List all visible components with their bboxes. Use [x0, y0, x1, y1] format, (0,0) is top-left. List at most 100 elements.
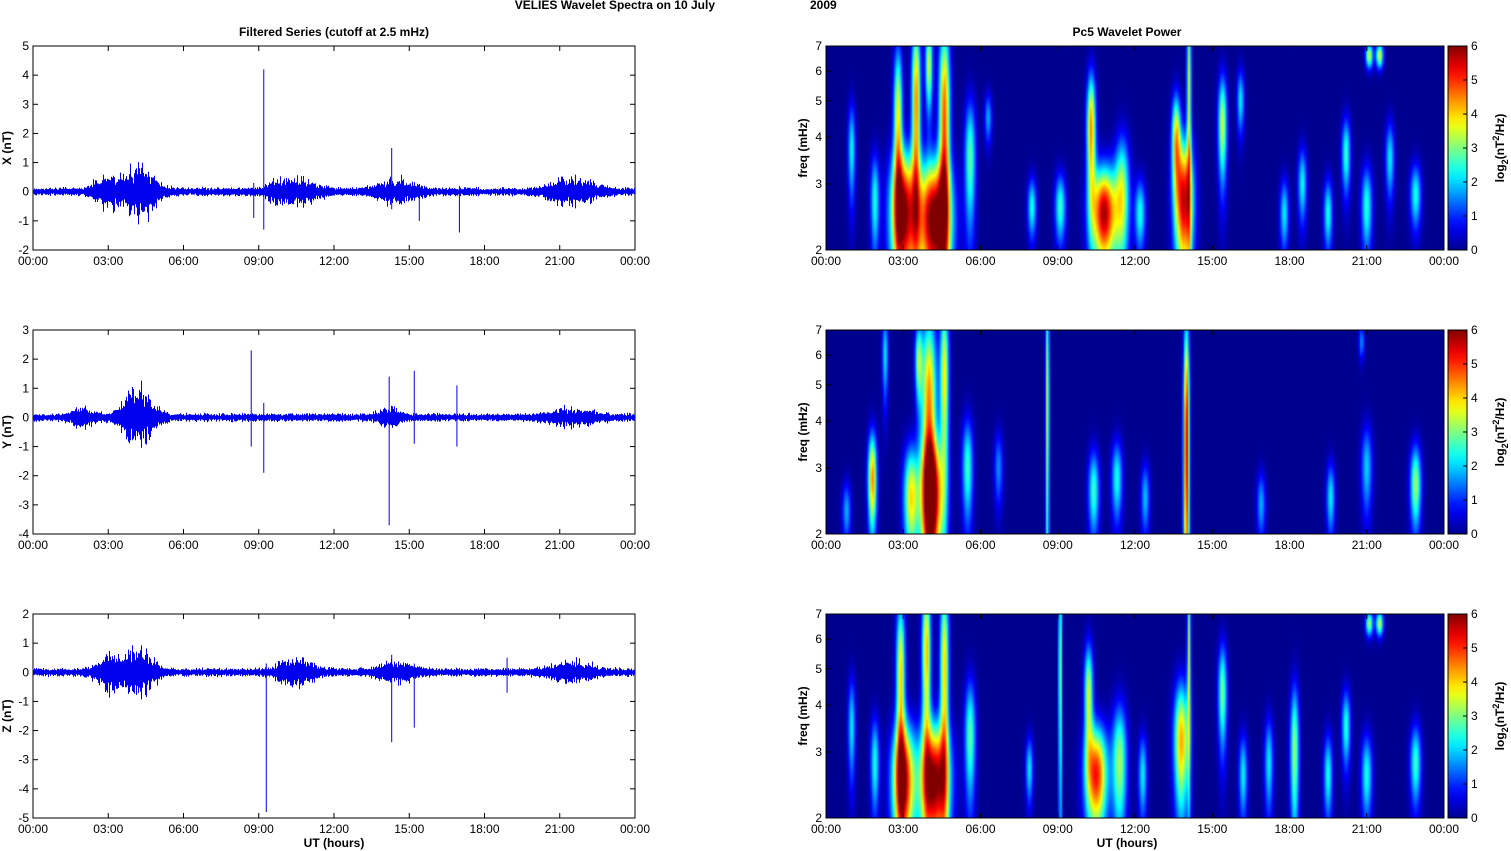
y-tick-label: 0: [22, 665, 29, 679]
timeseries-panel-Y: -4 -3 -2 -1 0 1 2 3 00:00 03:00 06:00 09:00 12:00 15:…: [0, 323, 650, 552]
y-tick-label: -1: [18, 214, 29, 228]
colorbar-tick-label: 5: [1471, 73, 1478, 87]
x-tick-label: 00:00: [620, 254, 650, 268]
colorbar-tick-label: 0: [1471, 243, 1478, 257]
x-tick-label: 00:00: [1429, 822, 1459, 836]
x-tick-label: 12:00: [1120, 822, 1150, 836]
colorbar-tick-label: 2: [1471, 743, 1478, 757]
y-axis-label: X (nT): [0, 131, 14, 165]
colorbar-tick-label: 1: [1471, 209, 1478, 223]
y-tick-label: -2: [18, 724, 29, 738]
timeseries-panel-X: -2 -1 0 1 2 3 4 5 00:00 03:00 06:00 09:00 12:00 15:00…: [0, 39, 650, 268]
y-tick-label: 5: [815, 662, 822, 676]
x-tick-label: 21:00: [1352, 254, 1382, 268]
colorbar-label: log2(nT2/Hz): [1491, 114, 1510, 183]
y-tick-label: 6: [815, 348, 822, 362]
colorbar-tick-label: 0: [1471, 527, 1478, 541]
suptitle-year: 2009: [810, 0, 837, 12]
y-tick-label: 1: [22, 156, 29, 170]
x-tick-label: 15:00: [394, 254, 424, 268]
x-tick-label: 15:00: [1197, 822, 1227, 836]
x-tick-label: 21:00: [545, 538, 575, 552]
right-xlabel: UT (hours): [1097, 836, 1158, 850]
x-tick-label: 09:00: [244, 538, 274, 552]
left-xlabel: UT (hours): [304, 836, 365, 850]
y-tick-label: 2: [815, 811, 822, 825]
x-tick-label: 00:00: [18, 822, 48, 836]
y-tick-label: -3: [18, 498, 29, 512]
x-tick-label: 00:00: [620, 538, 650, 552]
x-tick-label: 18:00: [1274, 822, 1304, 836]
x-tick-label: 21:00: [545, 822, 575, 836]
y-axis-label: Z (nT): [0, 699, 14, 732]
y-tick-label: 4: [22, 68, 29, 82]
x-tick-label: 03:00: [93, 538, 123, 552]
x-tick-label: 06:00: [168, 538, 198, 552]
y-axis-label: freq (mHz): [796, 118, 810, 177]
y-tick-label: 3: [22, 97, 29, 111]
wavelet-power-image: [826, 46, 1444, 250]
wavelet-power-image: [826, 614, 1444, 818]
right-column-title: Pc5 Wavelet Power: [1073, 25, 1182, 39]
plot-frame: [32, 613, 636, 819]
x-tick-label: 21:00: [1352, 822, 1382, 836]
colorbar-tick-label: 2: [1471, 459, 1478, 473]
x-tick-label: 09:00: [244, 254, 274, 268]
figure-suptitle: VELIES Wavelet Spectra on 10 July 2009: [515, 0, 837, 12]
y-tick-label: 1: [22, 636, 29, 650]
x-tick-label: 09:00: [1043, 538, 1073, 552]
x-tick-label: 12:00: [319, 822, 349, 836]
plot-frame: [32, 329, 636, 535]
y-tick-label: 3: [815, 461, 822, 475]
y-tick-label: 3: [815, 177, 822, 191]
x-tick-label: 18:00: [469, 254, 499, 268]
x-tick-label: 15:00: [1197, 254, 1227, 268]
x-tick-label: 21:00: [1352, 538, 1382, 552]
x-tick-label: 00:00: [18, 538, 48, 552]
y-tick-label: 6: [815, 64, 822, 78]
colorbar-tick-label: 3: [1471, 141, 1478, 155]
x-tick-label: 06:00: [965, 822, 995, 836]
x-tick-label: 18:00: [1274, 254, 1304, 268]
wavelet-power-image: [826, 330, 1444, 534]
colorbar-label: log2(nT2/Hz): [1491, 682, 1510, 751]
left-column-title: Filtered Series (cutoff at 2.5 mHz): [239, 25, 429, 39]
x-tick-label: 06:00: [168, 254, 198, 268]
x-tick-label: 03:00: [888, 254, 918, 268]
x-tick-label: 00:00: [811, 254, 841, 268]
panels: -2 -1 0 1 2 3 4 5 00:00 03:00 06:00 09:00 12:00 15:00…: [0, 39, 1510, 836]
colorbar-tick-label: 4: [1471, 675, 1478, 689]
x-tick-label: 03:00: [93, 822, 123, 836]
colorbar-tick-label: 5: [1471, 641, 1478, 655]
x-tick-label: 18:00: [469, 538, 499, 552]
x-tick-label: 00:00: [1429, 538, 1459, 552]
y-tick-label: 0: [22, 185, 29, 199]
x-tick-label: 09:00: [244, 822, 274, 836]
x-tick-label: 12:00: [319, 254, 349, 268]
colorbar-tick-label: 1: [1471, 493, 1478, 507]
y-tick-label: 7: [815, 323, 822, 337]
x-tick-label: 00:00: [1429, 254, 1459, 268]
colorbar-tick-label: 4: [1471, 107, 1478, 121]
wavelet-panel-0: 2 3 4 5 6 7 00:00 03:00 06:00 09:00 12:00 15:00 18:0…: [796, 39, 1510, 268]
suptitle-text: VELIES Wavelet Spectra on 10 July: [515, 0, 716, 12]
y-tick-label: -2: [18, 469, 29, 483]
y-tick-label: 2: [22, 352, 29, 366]
x-tick-label: 12:00: [1120, 254, 1150, 268]
x-tick-label: 12:00: [1120, 538, 1150, 552]
y-tick-label: 5: [815, 378, 822, 392]
y-tick-label: 2: [22, 126, 29, 140]
colorbar-tick-label: 6: [1471, 323, 1478, 337]
wavelet-panel-1: 2 3 4 5 6 7 00:00 03:00 06:00 09:00 12:00 15:00 18:0…: [796, 323, 1510, 552]
y-axis-label: freq (mHz): [796, 402, 810, 461]
y-axis-label: freq (mHz): [796, 686, 810, 745]
y-tick-label: -3: [18, 753, 29, 767]
y-tick-label: 2: [22, 607, 29, 621]
x-tick-label: 21:00: [545, 254, 575, 268]
colorbar-tick-label: 6: [1471, 607, 1478, 621]
x-tick-label: 15:00: [394, 538, 424, 552]
x-tick-label: 15:00: [1197, 538, 1227, 552]
y-tick-label: -1: [18, 694, 29, 708]
x-tick-label: 15:00: [394, 822, 424, 836]
